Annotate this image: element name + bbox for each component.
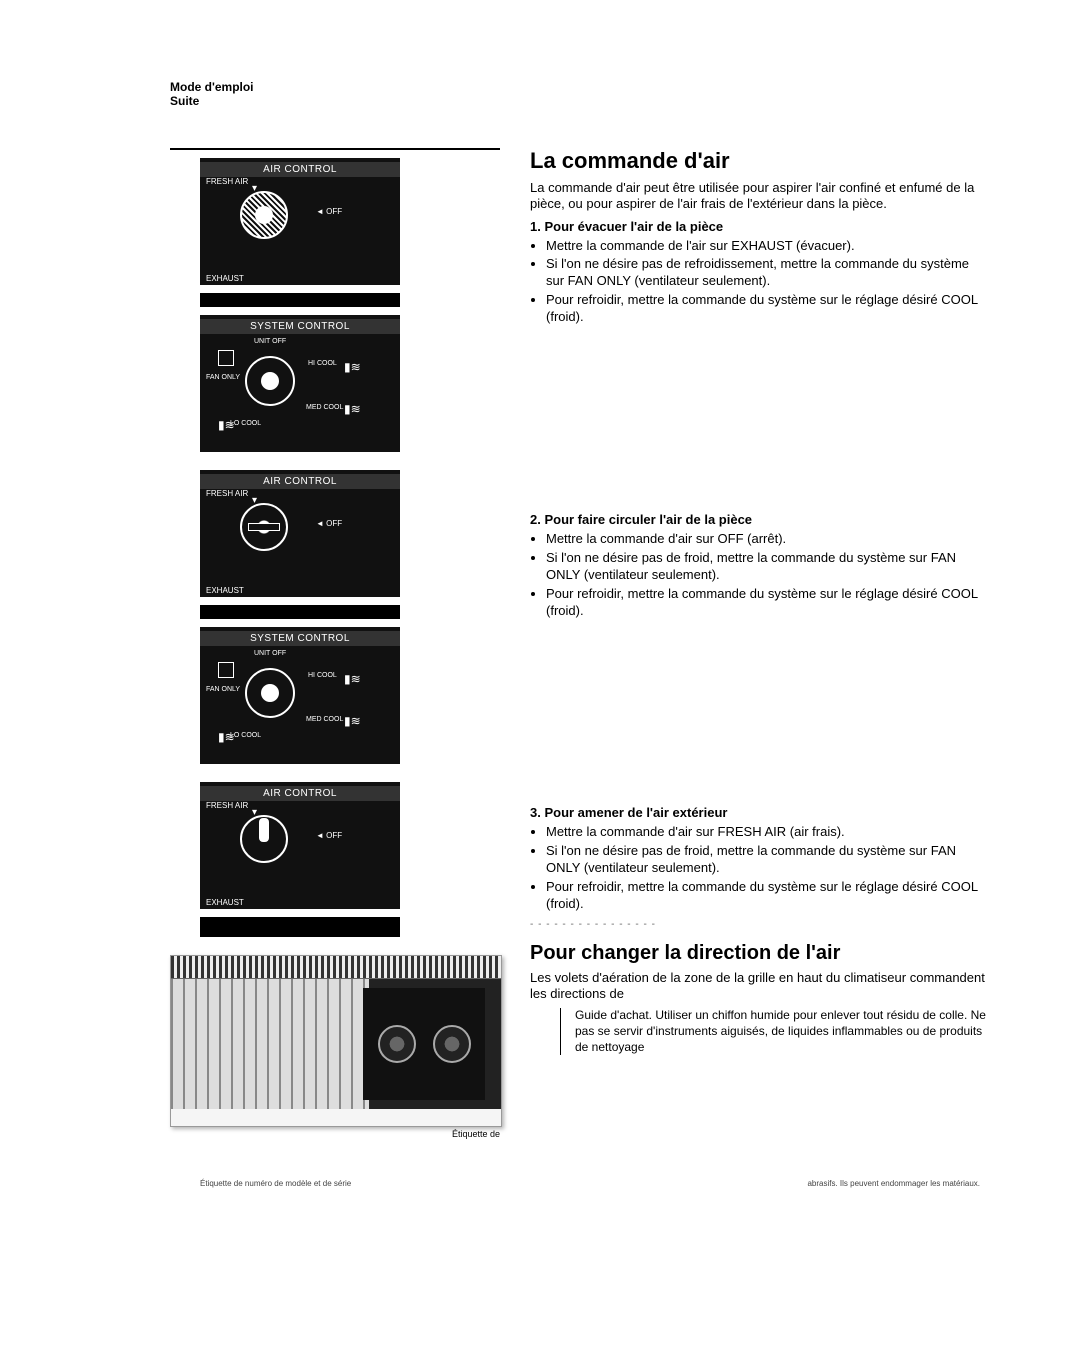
bullet: Mettre la commande d'air sur OFF (arrêt)… bbox=[546, 531, 990, 548]
exhaust-label: EXHAUST bbox=[206, 898, 244, 907]
panel-gap bbox=[200, 605, 400, 619]
fragment-text: Guide d'achat. Utiliser un chiffon humid… bbox=[560, 1008, 990, 1055]
section-title: La commande d'air bbox=[530, 148, 990, 174]
intro-text: La commande d'air peut être utilisée pou… bbox=[530, 180, 990, 213]
bullet: Si l'on ne désire pas de froid, mettre l… bbox=[546, 843, 990, 877]
direction-title: Pour changer la direction de l'air bbox=[530, 942, 990, 964]
air-control-title: AIR CONTROL bbox=[200, 786, 400, 801]
thermometer-icon: ▮≋ bbox=[344, 672, 361, 686]
ac-caption: Étiquette de bbox=[170, 1129, 500, 1139]
off-label: OFF bbox=[316, 207, 342, 216]
system-control-title: SYSTEM CONTROL bbox=[200, 319, 400, 334]
med-cool-label: MED COOL bbox=[306, 404, 343, 411]
section-3: 3. Pour amener de l'air extérieur Mettre… bbox=[530, 805, 990, 929]
bullets-1: Mettre la commande de l'air sur EXHAUST … bbox=[530, 238, 990, 326]
med-cool-label: MED COOL bbox=[306, 716, 343, 723]
right-column: La commande d'air La commande d'air peut… bbox=[530, 148, 1010, 1139]
air-control-body: FRESH AIR ▾ OFF EXHAUST bbox=[200, 177, 400, 285]
air-control-panel: AIR CONTROL FRESH AIR ▾ OFF EXHAUST bbox=[200, 470, 400, 597]
ac-unit-illustration bbox=[170, 955, 502, 1127]
panel-group-2: AIR CONTROL FRESH AIR ▾ OFF EXHAUST SYST… bbox=[170, 470, 500, 764]
system-control-body: UNIT OFF FAN ONLY HI COOL ▮≋ MED COOL ▮≋… bbox=[200, 334, 400, 452]
fan-icon bbox=[218, 350, 234, 366]
thermometer-icon: ▮≋ bbox=[344, 402, 361, 416]
air-control-title: AIR CONTROL bbox=[200, 162, 400, 177]
hi-cool-label: HI COOL bbox=[308, 672, 337, 679]
fresh-air-label: FRESH AIR bbox=[206, 489, 248, 498]
content-row: AIR CONTROL FRESH AIR ▾ OFF EXHAUST SYST… bbox=[170, 148, 1010, 1139]
scrap-right: abrasifs. Ils peuvent endommager les mat… bbox=[807, 1179, 980, 1188]
thermometer-icon: ▮≋ bbox=[218, 418, 235, 432]
sub-head-1: 1. Pour évacuer l'air de la pièce bbox=[530, 219, 990, 234]
exhaust-label: EXHAUST bbox=[206, 586, 244, 595]
bullet: Pour refroidir, mettre la commande du sy… bbox=[546, 586, 990, 620]
section-2: 2. Pour faire circuler l'air de la pièce… bbox=[530, 512, 990, 619]
system-control-panel: SYSTEM CONTROL UNIT OFF FAN ONLY HI COOL… bbox=[200, 627, 400, 764]
top-rule bbox=[170, 148, 500, 150]
header-subtitle: Suite bbox=[170, 94, 1010, 108]
direction-intro: Les volets d'aération de la zone de la g… bbox=[530, 970, 990, 1003]
off-label: OFF bbox=[316, 831, 342, 840]
fan-icon bbox=[218, 662, 234, 678]
panel-group-1: AIR CONTROL FRESH AIR ▾ OFF EXHAUST SYST… bbox=[170, 158, 500, 452]
exhaust-label: EXHAUST bbox=[206, 274, 244, 283]
cut-line: - - - - - - - - - - - - - - - - bbox=[530, 919, 990, 930]
bullet: Mettre la commande de l'air sur EXHAUST … bbox=[546, 238, 990, 255]
air-control-panel: AIR CONTROL FRESH AIR ▾ OFF EXHAUST bbox=[200, 782, 400, 909]
ac-knob bbox=[433, 1025, 471, 1063]
unit-off-label: UNIT OFF bbox=[254, 650, 286, 657]
bullets-2: Mettre la commande d'air sur OFF (arrêt)… bbox=[530, 531, 990, 619]
page-header: Mode d'emploi Suite bbox=[170, 80, 1010, 108]
sub-head-2: 2. Pour faire circuler l'air de la pièce bbox=[530, 512, 990, 527]
bullet: Mettre la commande d'air sur FRESH AIR (… bbox=[546, 824, 990, 841]
bullet: Si l'on ne désire pas de refroidissement… bbox=[546, 256, 990, 290]
panel-gap bbox=[200, 917, 400, 937]
sub-head-3: 3. Pour amener de l'air extérieur bbox=[530, 805, 990, 820]
spacer bbox=[530, 338, 990, 508]
fan-only-label: FAN ONLY bbox=[206, 686, 240, 693]
air-control-title: AIR CONTROL bbox=[200, 474, 400, 489]
fresh-air-label: FRESH AIR bbox=[206, 801, 248, 810]
system-control-panel: SYSTEM CONTROL UNIT OFF FAN ONLY HI COOL… bbox=[200, 315, 400, 452]
ac-side-panel bbox=[363, 988, 485, 1100]
system-dial bbox=[245, 668, 295, 718]
bullet: Pour refroidir, mettre la commande du sy… bbox=[546, 879, 990, 913]
left-column: AIR CONTROL FRESH AIR ▾ OFF EXHAUST SYST… bbox=[170, 148, 500, 1139]
thermometer-icon: ▮≋ bbox=[218, 730, 235, 744]
ac-louver bbox=[171, 956, 501, 979]
unit-off-label: UNIT OFF bbox=[254, 338, 286, 345]
air-control-panel: AIR CONTROL FRESH AIR ▾ OFF EXHAUST bbox=[200, 158, 400, 285]
system-control-body: UNIT OFF FAN ONLY HI COOL ▮≋ MED COOL ▮≋… bbox=[200, 646, 400, 764]
system-dial bbox=[245, 356, 295, 406]
air-dial bbox=[240, 503, 288, 551]
section-1: 1. Pour évacuer l'air de la pièce Mettre… bbox=[530, 219, 990, 326]
bullet: Pour refroidir, mettre la commande du sy… bbox=[546, 292, 990, 326]
bullets-3: Mettre la commande d'air sur FRESH AIR (… bbox=[530, 824, 990, 912]
panel-group-3: AIR CONTROL FRESH AIR ▾ OFF EXHAUST bbox=[170, 782, 500, 937]
air-dial bbox=[240, 191, 288, 239]
ac-knob bbox=[378, 1025, 416, 1063]
bullet: Si l'on ne désire pas de froid, mettre l… bbox=[546, 550, 990, 584]
bottom-fragments: Étiquette de numéro de modèle et de séri… bbox=[170, 1179, 1010, 1188]
air-control-body: FRESH AIR ▾ OFF EXHAUST bbox=[200, 801, 400, 909]
air-control-body: FRESH AIR ▾ OFF EXHAUST bbox=[200, 489, 400, 597]
thermometer-icon: ▮≋ bbox=[344, 714, 361, 728]
scrap-left: Étiquette de numéro de modèle et de séri… bbox=[200, 1179, 351, 1188]
fan-only-label: FAN ONLY bbox=[206, 374, 240, 381]
spacer bbox=[530, 631, 990, 801]
hi-cool-label: HI COOL bbox=[308, 360, 337, 367]
fresh-air-label: FRESH AIR bbox=[206, 177, 248, 186]
header-title: Mode d'emploi bbox=[170, 80, 1010, 94]
thermometer-icon: ▮≋ bbox=[344, 360, 361, 374]
air-dial bbox=[240, 815, 288, 863]
system-control-title: SYSTEM CONTROL bbox=[200, 631, 400, 646]
panel-gap bbox=[200, 293, 400, 307]
page: Mode d'emploi Suite AIR CONTROL FRESH AI… bbox=[0, 0, 1080, 1228]
off-label: OFF bbox=[316, 519, 342, 528]
